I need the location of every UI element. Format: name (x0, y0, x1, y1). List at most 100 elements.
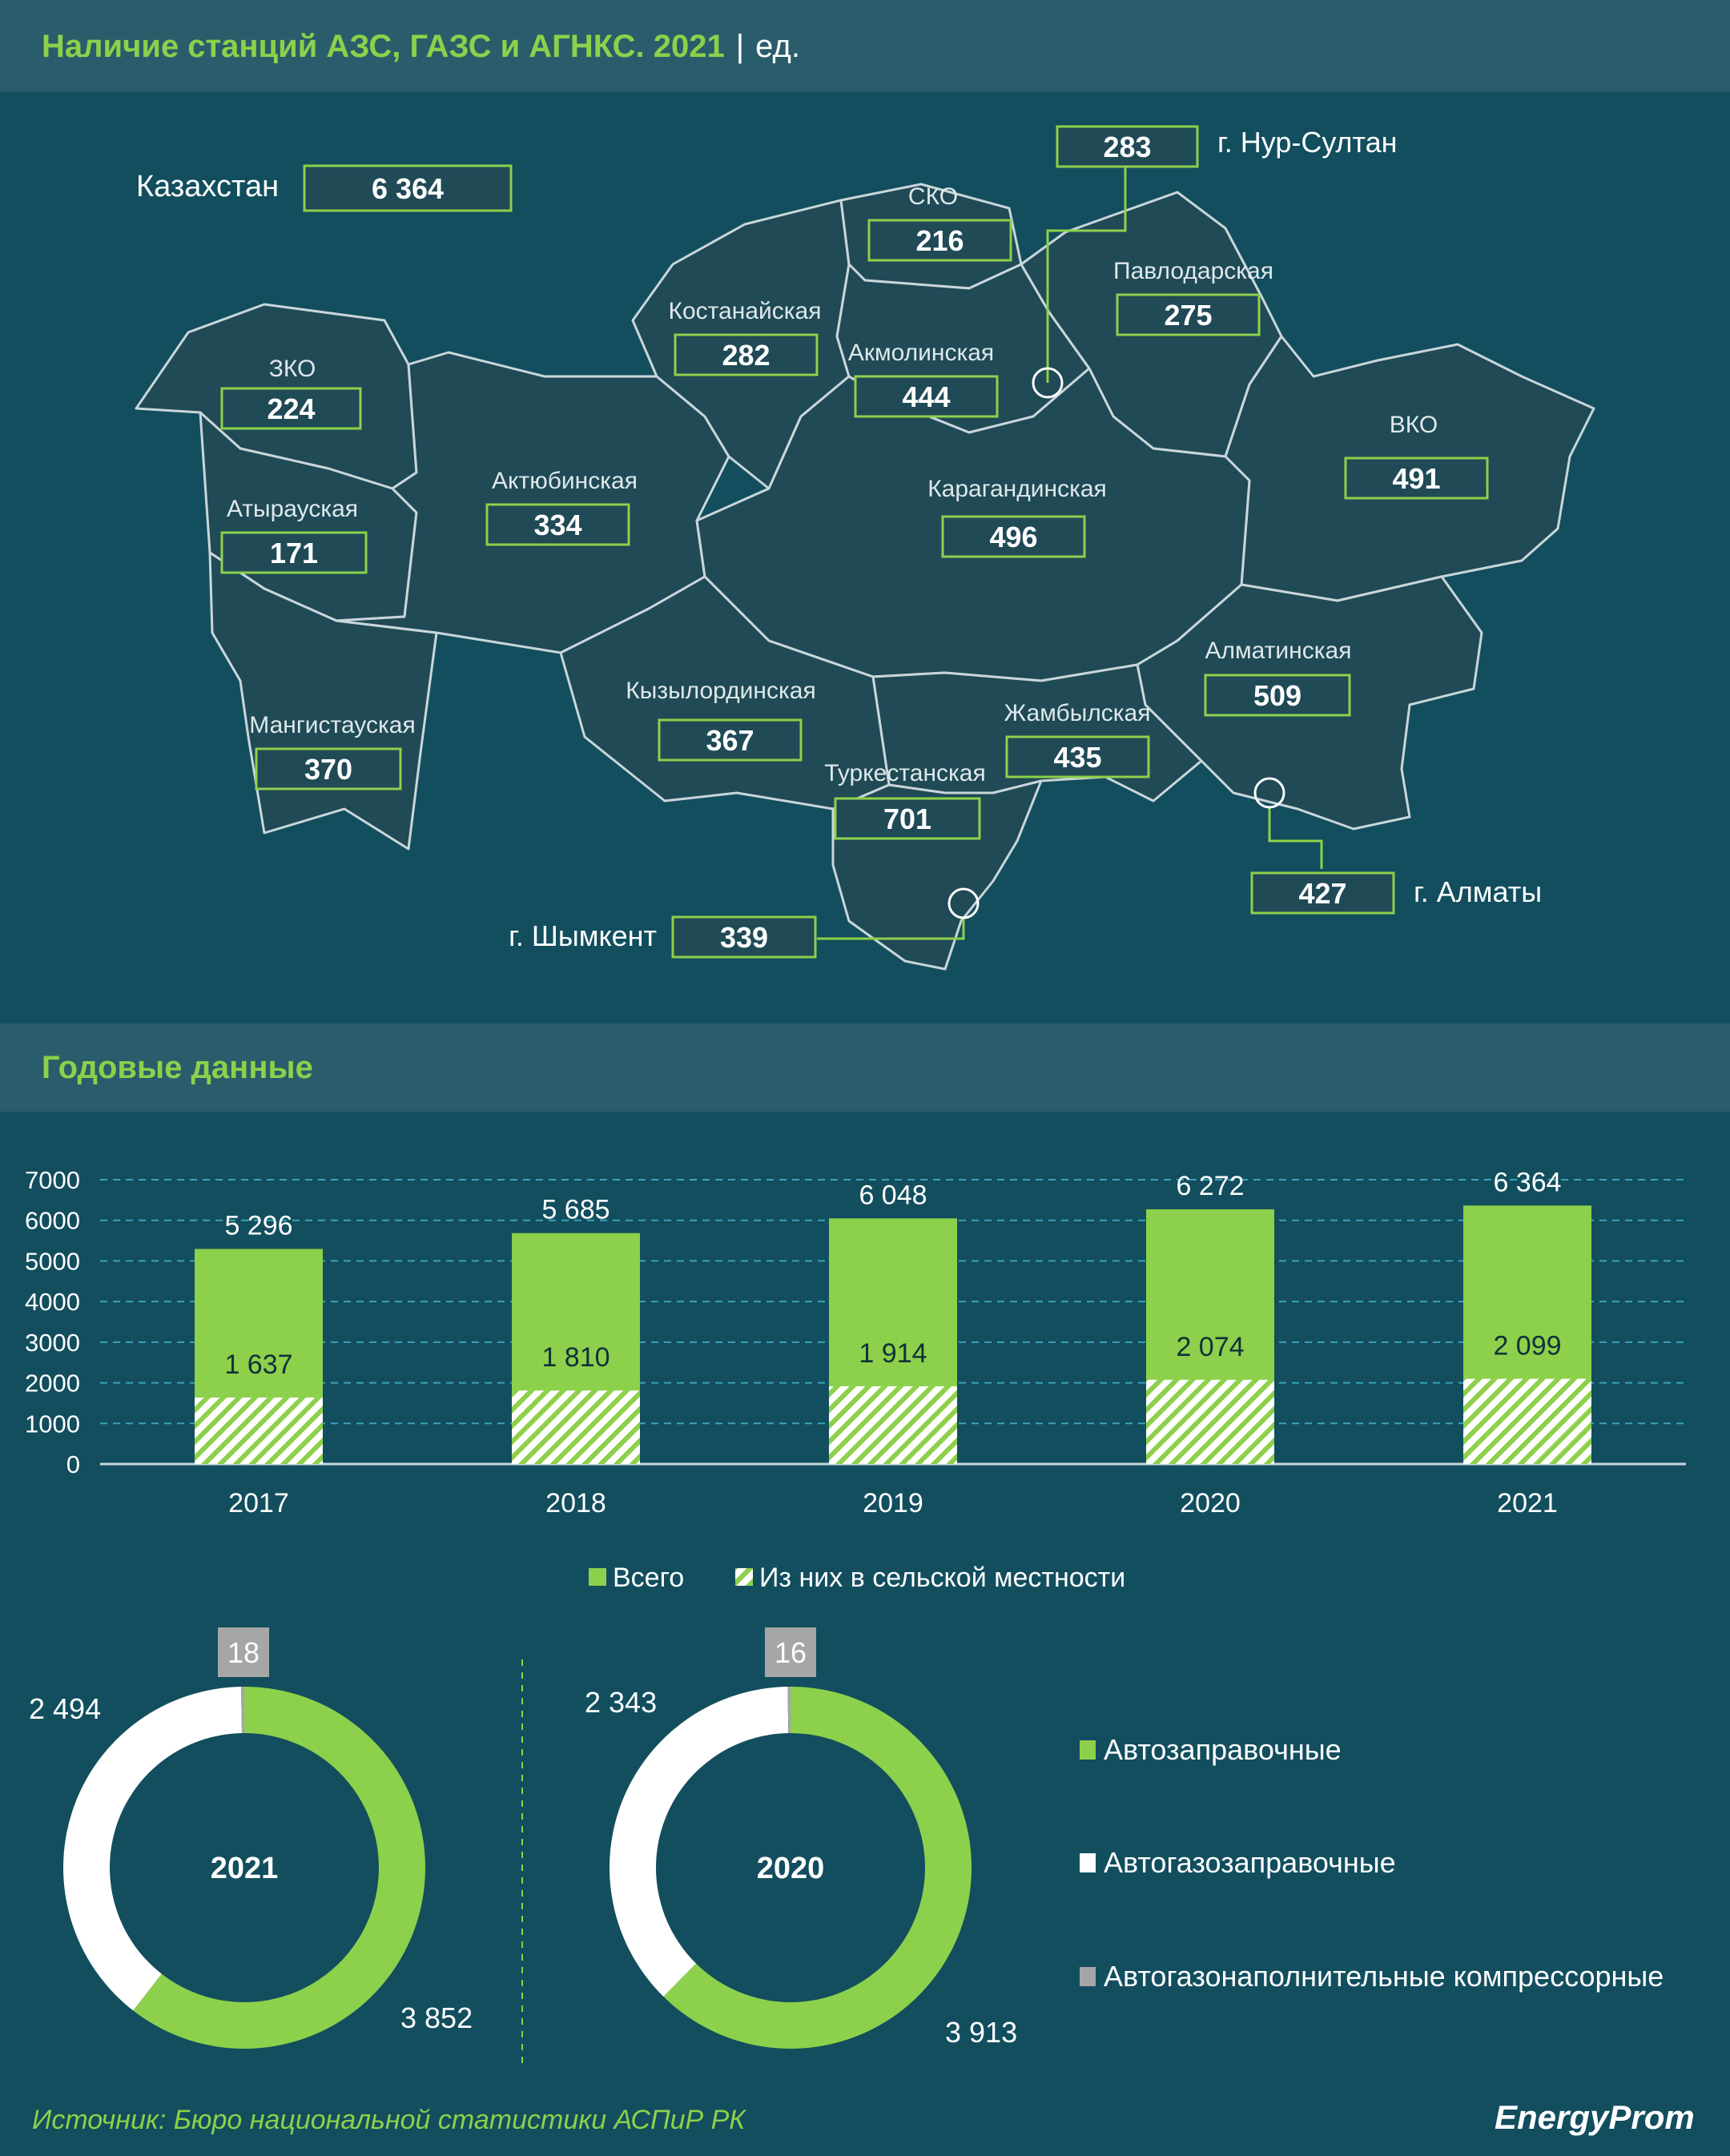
donut-legend-label: Автозаправочные (1104, 1733, 1342, 1766)
region-kyzylorda-value: 367 (706, 724, 754, 757)
y-tick-label: 6000 (25, 1207, 80, 1235)
region-karaganda-box (941, 515, 1086, 558)
donut-2020-label: 16 (774, 1636, 807, 1669)
title-text: Наличие станций АЗС, ГАЗС и АГНКС. 2021 (42, 29, 725, 64)
donut-2020: 2020 3 913 2 343 16 (585, 1627, 1017, 2049)
x-tick-label: 2019 (863, 1488, 923, 1518)
region-shymkent-label: г. Шымкент (509, 919, 657, 952)
region-zko-box (220, 387, 362, 430)
y-tick-label: 4000 (25, 1288, 80, 1316)
donut-2020-center: 2020 (757, 1852, 825, 1885)
region-almaty-city-value: 427 (1298, 877, 1346, 910)
region-atyrau-box (220, 531, 368, 574)
region-almaty-reg-box (1204, 674, 1351, 717)
bar-chart: 7000 6000 5000 4000 3000 2000 1000 0 5 296 1 637 2… (25, 1166, 1686, 1593)
region-mangistau-box (255, 747, 402, 790)
y-tick-label: 5000 (25, 1247, 80, 1275)
y-tick-label: 2000 (25, 1370, 80, 1398)
almaty-marker (1253, 777, 1285, 809)
donut-2020-slice (663, 1687, 972, 2049)
y-tick-label: 3000 (25, 1329, 80, 1357)
region-kyzylorda-label: Кызылординская (626, 678, 815, 704)
region-shymkent-box (671, 915, 817, 959)
page-title: Наличие станций АЗС, ГАЗС и АГНКС. 2021 |… (42, 29, 800, 65)
region-kyzylorda-box (658, 718, 803, 762)
donut-legend-swatch (1080, 1853, 1096, 1872)
donut-legend-label: Автогазозаправочные (1104, 1846, 1396, 1879)
region-nur-sultan-value: 283 (1103, 131, 1151, 163)
donut-legend: Автозаправочные Автогазозаправочные Автога… (1080, 1733, 1664, 1993)
region-mangistau-label: Мангистауская (249, 712, 415, 738)
region-sko-box (867, 219, 1012, 262)
donut-2020-label: 3 913 (945, 2016, 1017, 2049)
bar-rural (512, 1390, 640, 1464)
region-karaganda-value: 496 (989, 521, 1037, 553)
bar-rural (829, 1386, 957, 1464)
bar-total-label: 5 685 (541, 1195, 610, 1225)
region-pavlodar-box (1116, 293, 1261, 336)
region-almaty-city-box (1250, 871, 1395, 915)
bar-rural-label: 2 074 (1176, 1332, 1244, 1362)
region-sko-value: 216 (915, 224, 964, 257)
donut-2021-label: 3 852 (400, 2001, 473, 2034)
bar-rural-label: 1 914 (859, 1338, 927, 1369)
region-zhambyl-label: Жамбылская (1004, 700, 1151, 726)
annual-band: Годовые данные (0, 1024, 1730, 1112)
bar-rural-label: 1 637 (224, 1350, 292, 1380)
shymkent-connector (817, 918, 965, 940)
bar-total-label: 6 272 (1176, 1171, 1244, 1201)
region-karaganda-label: Карагандинская (927, 476, 1107, 502)
donut-2021-label: 18 (227, 1636, 260, 1669)
header-band: Наличие станций АЗС, ГАЗС и АГНКС. 2021 |… (0, 0, 1730, 92)
region-turkestan-box (834, 797, 981, 840)
map-labels: Казахстан 6 364 г. Нур-Султан 283 СКО 216 Павл… (136, 125, 1542, 959)
title-separator: | (735, 29, 745, 64)
bar-total-label: 6 364 (1493, 1167, 1561, 1197)
bar-rural (1146, 1379, 1274, 1464)
bar-rural (195, 1397, 323, 1464)
shymkent-marker (947, 887, 980, 919)
region-zko-value: 224 (267, 392, 315, 425)
region-akmola-box (854, 375, 999, 418)
x-tick-label: 2018 (545, 1488, 606, 1518)
region-atyrau-value: 171 (270, 537, 318, 569)
region-sko-label: СКО (908, 183, 958, 210)
donut-2021-center: 2021 (211, 1852, 279, 1885)
legend-total-swatch (589, 1568, 606, 1586)
region-kostanay-value: 282 (722, 339, 770, 372)
annual-title: Годовые данные (42, 1050, 313, 1085)
kazakhstan-label: Казахстан (136, 170, 279, 203)
region-nur-sultan-box (1056, 125, 1199, 168)
donut-2020-label: 2 343 (585, 1686, 657, 1719)
region-zhambyl-box (1005, 735, 1150, 778)
y-tick-label: 1000 (25, 1410, 80, 1438)
region-almaty-reg-value: 509 (1253, 679, 1302, 712)
region-kostanay-label: Костанайская (669, 298, 822, 324)
bar-total-label: 5 296 (224, 1210, 292, 1241)
region-mangistau-value: 370 (304, 753, 352, 786)
kazakhstan-total-box (303, 164, 513, 212)
donut-legend-swatch (1080, 1740, 1096, 1760)
donut-2021-slice (63, 1687, 243, 2011)
bar-rural-label: 2 099 (1493, 1331, 1561, 1362)
donut-2020-slice (787, 1687, 791, 1734)
x-tick-label: 2021 (1497, 1488, 1558, 1518)
x-tick-label: 2020 (1180, 1488, 1241, 1518)
region-kostanay-box (674, 333, 819, 376)
bar-legend: Всего Из них в сельской местности (589, 1563, 1125, 1593)
region-akmola-label: Акмолинская (848, 340, 994, 366)
region-pavlodar-label: Павлодарская (1113, 258, 1273, 284)
region-pavlodar-value: 275 (1164, 299, 1212, 332)
donut-2021-slice (240, 1687, 244, 1734)
nur-sultan-connector (1046, 164, 1127, 383)
bar-rural-label: 1 810 (541, 1342, 610, 1373)
energyprom-logo: EnergyProm (1495, 2098, 1695, 2136)
x-tick-label: 2017 (228, 1488, 289, 1518)
donut-2021-slice (133, 1687, 426, 2049)
bar-total-label: 6 048 (859, 1180, 927, 1210)
almaty-connector (1268, 807, 1323, 869)
legend-rural-label: Из них в сельской местности (759, 1563, 1125, 1593)
y-tick-label: 7000 (25, 1166, 80, 1194)
donut-2020-slice (610, 1687, 789, 1997)
kazakhstan-map: Казахстан 6 364 г. Нур-Султан 283 СКО 216 Павл… (135, 125, 1595, 971)
